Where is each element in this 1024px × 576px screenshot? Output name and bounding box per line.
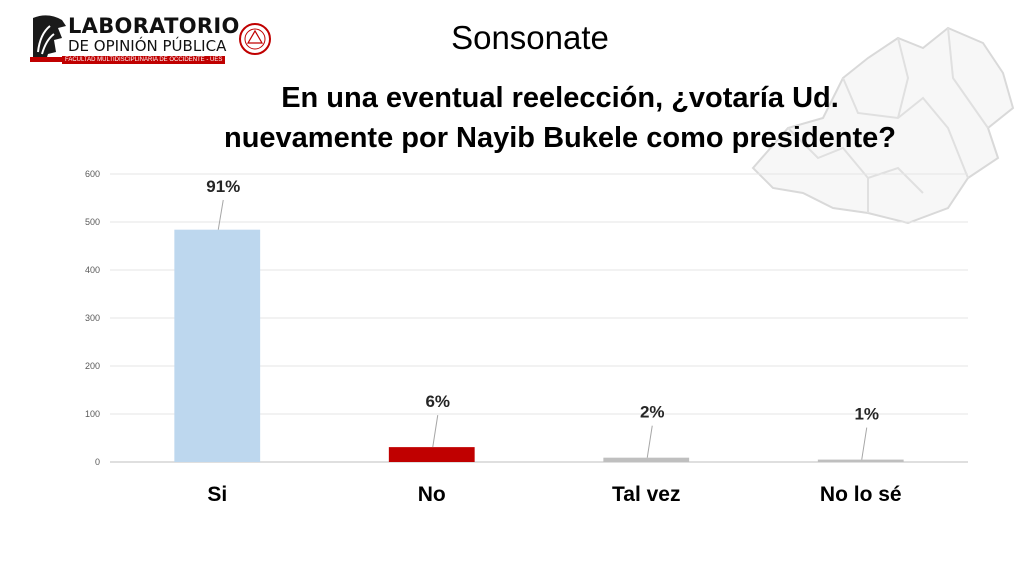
bar [388, 447, 475, 462]
question-line-2: nuevamente por Nayib Bukele como preside… [223, 122, 896, 154]
leader-line [646, 425, 653, 458]
data-label: 2% [640, 403, 665, 422]
page-title: Sonsonate [451, 19, 609, 56]
y-tick-label: 500 [85, 217, 100, 227]
leader-line [217, 199, 224, 230]
logo-subtitle: DE OPINIÓN PÚBLICA [68, 37, 227, 55]
lion-emblem-icon [30, 15, 66, 62]
logo-title: LABORATORIO [68, 14, 240, 38]
question-line-1: En una eventual reelección, ¿votaría Ud. [281, 82, 839, 114]
y-tick-label: 300 [85, 313, 100, 323]
university-seal-icon [239, 23, 271, 55]
x-tick-label: Si [207, 483, 227, 506]
chart-question: En una eventual reelección, ¿votaría Ud.… [180, 78, 940, 158]
logo: LABORATORIO DE OPINIÓN PÚBLICA FACULTAD … [28, 14, 274, 66]
leader-line [861, 427, 868, 460]
bar [817, 459, 904, 462]
y-tick-label: 0 [95, 457, 100, 467]
data-label: 1% [854, 405, 879, 424]
x-tick-label: No [418, 483, 446, 506]
bar [603, 457, 690, 462]
y-tick-label: 200 [85, 361, 100, 371]
y-tick-label: 400 [85, 265, 100, 275]
y-tick-label: 600 [85, 169, 100, 179]
leader-line [432, 415, 439, 448]
data-label: 6% [425, 392, 450, 411]
data-label: 91% [206, 177, 240, 196]
x-tick-label: Tal vez [612, 483, 680, 506]
y-tick-label: 100 [85, 409, 100, 419]
bar [174, 229, 261, 462]
x-tick-label: No lo sé [820, 483, 902, 506]
logo-faculty: FACULTAD MULTIDISCIPLINARIA DE OCCIDENTE… [62, 56, 226, 64]
